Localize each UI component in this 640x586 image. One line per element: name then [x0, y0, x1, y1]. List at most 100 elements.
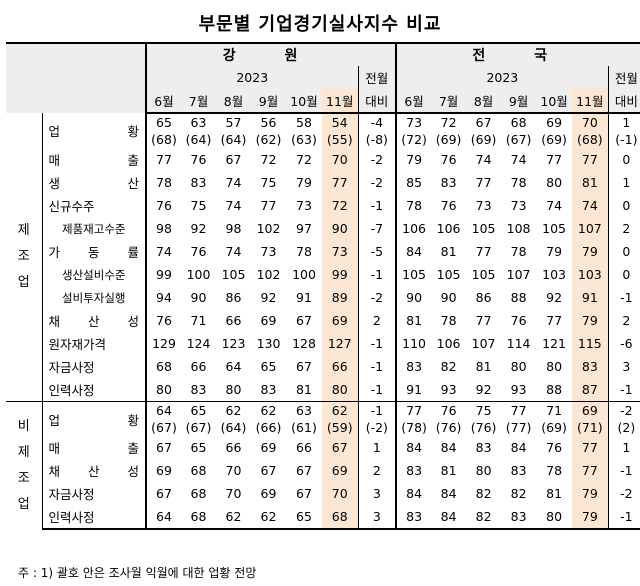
forecast-cell: (55)	[322, 131, 358, 148]
value-cell: 91	[572, 286, 609, 309]
value-cell: 92	[546, 290, 563, 305]
table-row: 생 산 78 83 74 75 79 77 -2 85 83 77 78 80 81 1	[6, 171, 640, 194]
change-cell: -1	[357, 194, 397, 217]
change-header-bottom: 대비	[607, 88, 640, 114]
value-cell: 115	[572, 332, 609, 355]
value-cell: 77	[145, 148, 181, 171]
value-cell: 74	[572, 194, 609, 217]
value-cell: 62	[216, 401, 251, 419]
change-header-top: 전월	[357, 66, 397, 88]
row-category: 매 출	[41, 148, 146, 171]
value-cell: 84	[440, 486, 457, 501]
value-cell: 79	[395, 148, 432, 171]
value-cell: 92	[475, 382, 492, 397]
value-cell: 84	[510, 440, 527, 455]
value-cell: 78	[395, 194, 432, 217]
value-cell: 76	[145, 309, 181, 332]
value-cell: 69	[546, 115, 563, 130]
value-cell: 67	[296, 463, 312, 478]
table-row-forecast: (68) (64) (64) (62) (63) (55) (-8) (72) (69) (69)…	[6, 131, 640, 148]
change-cell: -2	[357, 286, 397, 309]
value-cell: 77	[572, 459, 609, 482]
row-category: 원자재가격	[41, 332, 146, 355]
month-header: 11월	[322, 88, 358, 114]
row-category: 설비투자실행	[41, 286, 146, 309]
value-cell: 76	[431, 401, 467, 419]
forecast-cell: (76)	[470, 420, 497, 435]
value-cell: 100	[292, 267, 316, 282]
year-header: 2023	[395, 66, 609, 88]
value-cell: 84	[440, 440, 457, 455]
value-cell: 103	[542, 267, 567, 282]
value-cell: 103	[572, 263, 609, 286]
value-cell: 84	[395, 240, 432, 263]
forecast-cell: (64)	[220, 132, 247, 147]
month-header: 7월	[181, 88, 216, 114]
value-cell: 81	[296, 382, 312, 397]
value-cell: 79	[572, 505, 609, 530]
value-cell: 62	[322, 401, 358, 419]
value-cell: 54	[322, 113, 358, 131]
value-cell: 107	[506, 267, 531, 282]
value-cell: 130	[256, 336, 281, 351]
value-cell: 77	[322, 171, 358, 194]
month-header: 10월	[286, 88, 322, 114]
value-cell: 78	[296, 244, 312, 259]
table-row: 인력사정 80 83 80 83 81 80 -1 91 93 92 93 88 87 -1	[6, 378, 640, 402]
change-cell: -1	[357, 378, 397, 402]
value-cell: 82	[475, 486, 492, 501]
value-cell: 84	[395, 482, 432, 505]
value-cell: 66	[225, 313, 242, 328]
value-cell: 105	[221, 267, 246, 282]
value-cell: 114	[506, 336, 531, 351]
change-cell: -2	[357, 171, 397, 194]
value-cell: 83	[190, 382, 207, 397]
row-category: 인력사정	[41, 505, 146, 530]
value-cell: 80	[225, 382, 242, 397]
value-cell: 70	[322, 148, 358, 171]
forecast-cell: (69)	[541, 132, 567, 147]
value-cell: 67	[475, 115, 492, 130]
month-header: 8월	[216, 88, 251, 114]
forecast-cell: (64)	[220, 420, 247, 435]
row-category: 생 산	[41, 171, 146, 194]
value-cell: 83	[395, 355, 432, 378]
forecast-cell: (61)	[291, 420, 317, 435]
forecast-cell: (62)	[255, 132, 282, 147]
value-cell: 82	[466, 505, 502, 530]
row-category: 인력사정	[41, 378, 146, 402]
value-cell: 62	[216, 505, 251, 530]
value-cell: 80	[145, 378, 181, 402]
change-cell: 3	[607, 355, 640, 378]
change-cell: 1	[607, 436, 640, 459]
value-cell: 67	[225, 152, 242, 167]
value-cell: 83	[395, 505, 432, 530]
forecast-change-cell: (-2)	[357, 419, 397, 436]
row-category: 업 황	[41, 401, 146, 436]
corner-cell	[6, 42, 146, 113]
value-cell: 75	[260, 175, 277, 190]
value-cell: 129	[145, 332, 181, 355]
value-cell: 81	[475, 359, 492, 374]
value-cell: 77	[475, 175, 492, 190]
row-category: 채 산 성	[41, 459, 146, 482]
value-cell: 74	[225, 244, 242, 259]
value-cell: 65	[190, 440, 207, 455]
table-row: 가 동 률 74 76 74 73 78 73 -5 84 81 77 78 79 79 0	[6, 240, 640, 263]
forecast-cell: (69)	[541, 420, 567, 435]
change-header-bottom: 대비	[357, 88, 397, 114]
value-cell: 65	[145, 113, 181, 131]
value-cell: 71	[190, 313, 207, 328]
month-header: 10월	[536, 88, 573, 114]
value-cell: 67	[145, 436, 181, 459]
value-cell: 90	[190, 290, 207, 305]
value-cell: 66	[190, 359, 207, 374]
forecast-change-cell: (-8)	[357, 131, 397, 148]
value-cell: 68	[322, 505, 358, 530]
value-cell: 84	[395, 436, 432, 459]
value-cell: 93	[510, 382, 527, 397]
value-cell: 127	[322, 332, 358, 355]
value-cell: 74	[546, 198, 563, 213]
change-cell: -2	[607, 401, 640, 419]
row-category: 자금사정	[41, 355, 146, 378]
